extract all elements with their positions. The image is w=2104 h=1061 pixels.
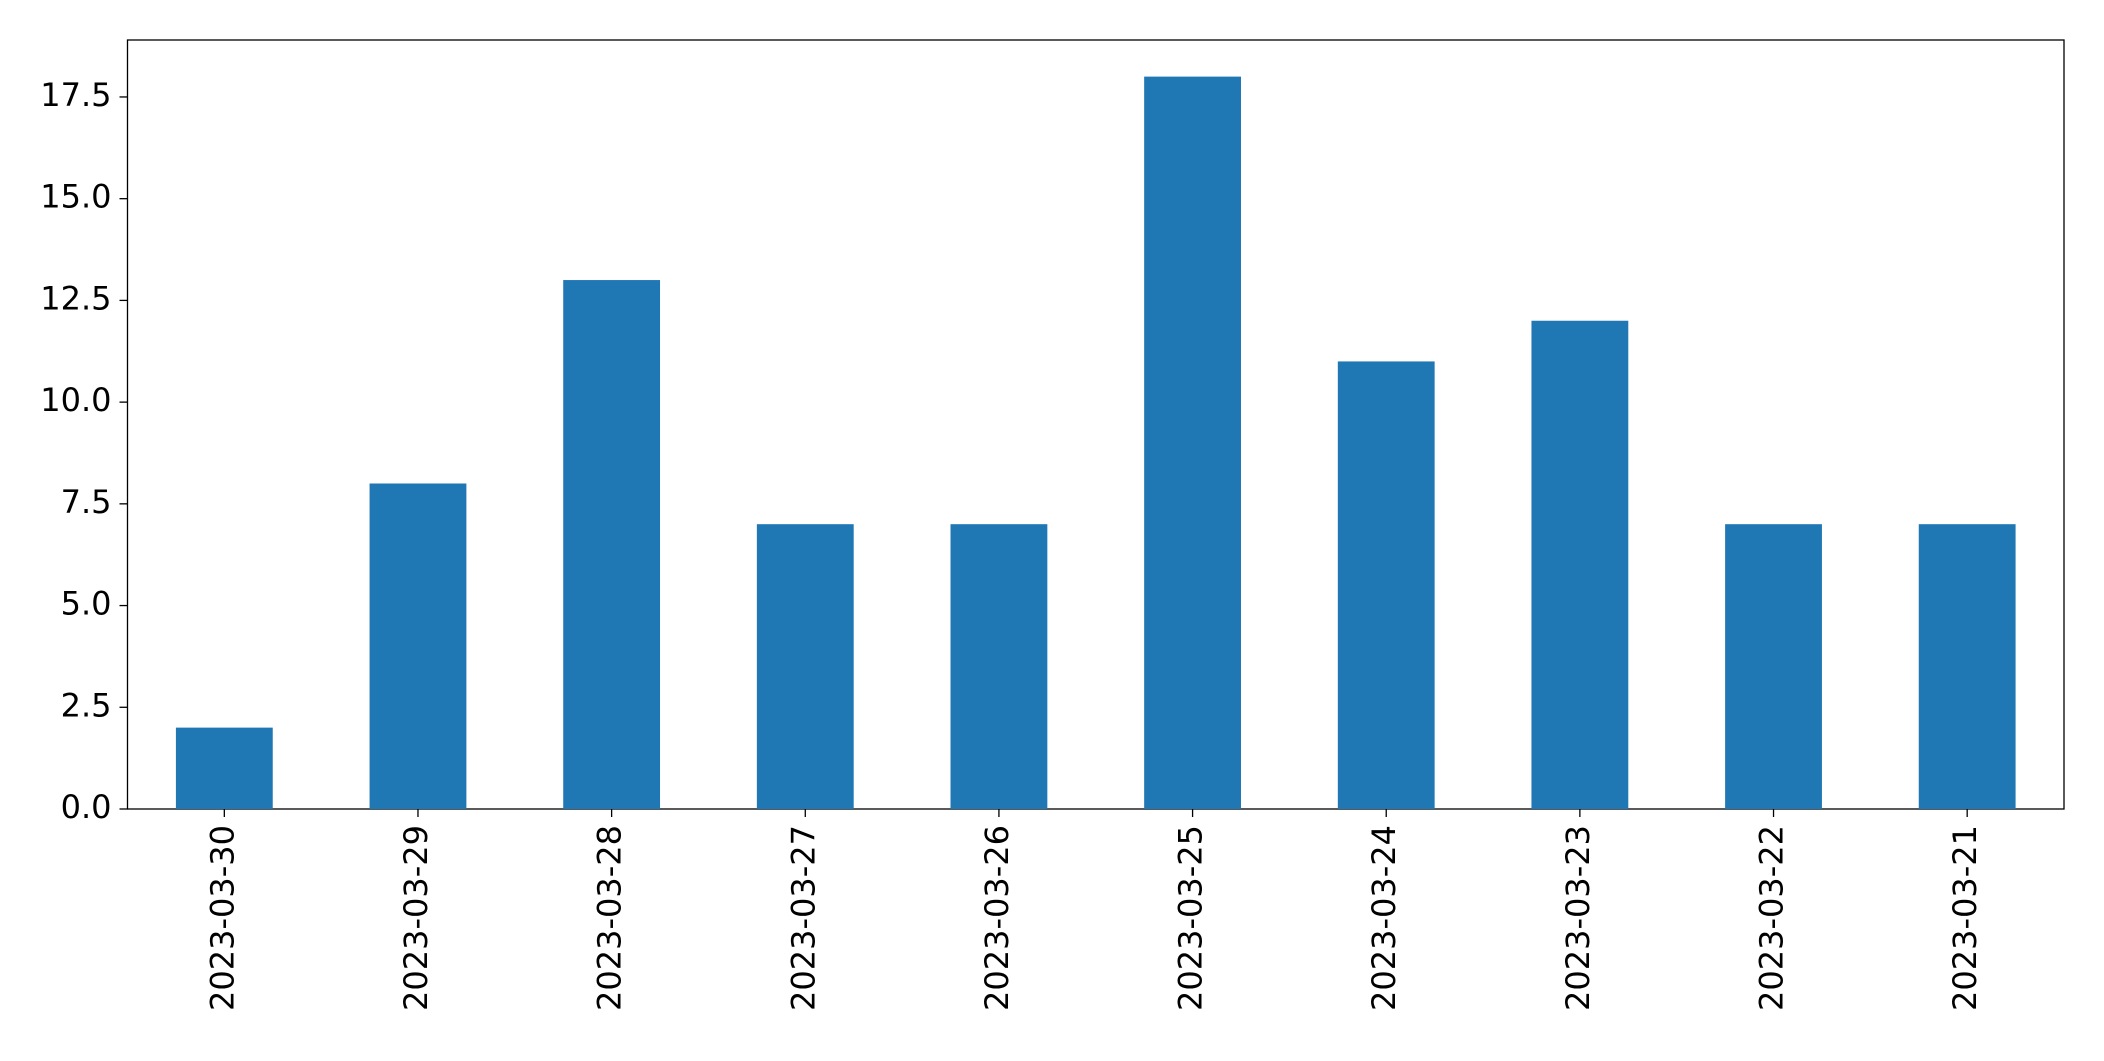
x-tick-label: 2023-03-21	[1946, 825, 1984, 1011]
bar	[1337, 361, 1435, 809]
bar	[563, 280, 661, 809]
bar	[756, 524, 854, 809]
x-tick-label: 2023-03-23	[1559, 825, 1597, 1011]
y-tick-label: 5.0	[61, 585, 112, 623]
x-tick-label: 2023-03-29	[397, 825, 435, 1011]
y-tick-label: 17.5	[40, 76, 111, 114]
x-tick-label: 2023-03-26	[978, 825, 1016, 1011]
x-tick-label: 2023-03-27	[784, 825, 822, 1011]
y-tick-label: 0.0	[61, 788, 112, 826]
bar	[1918, 524, 2016, 809]
y-tick-label: 2.5	[61, 686, 112, 724]
y-tick-label: 12.5	[40, 279, 111, 317]
y-tick-label: 15.0	[40, 178, 111, 216]
x-tick-label: 2023-03-25	[1172, 825, 1210, 1011]
bar	[1725, 524, 1822, 809]
plot-frame	[126, 39, 2065, 810]
x-tick-label: 2023-03-28	[591, 825, 629, 1011]
x-tick-label: 2023-03-24	[1365, 825, 1403, 1011]
bar	[175, 727, 273, 809]
bar	[369, 483, 467, 809]
bar	[1144, 76, 1241, 810]
y-tick-label: 10.0	[40, 381, 111, 419]
y-tick-label: 7.5	[61, 483, 112, 521]
bar	[950, 524, 1048, 809]
x-tick-label: 2023-03-30	[203, 825, 241, 1011]
bar	[1531, 320, 1629, 809]
x-tick-label: 2023-03-22	[1753, 825, 1791, 1011]
